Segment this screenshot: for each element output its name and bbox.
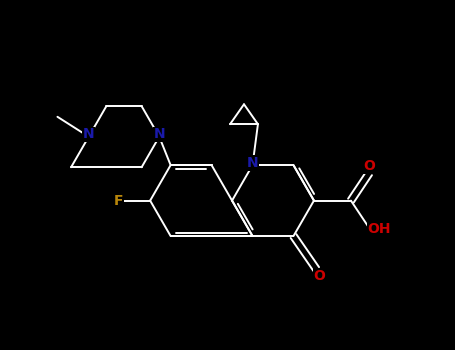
Text: F: F [114, 194, 123, 208]
Text: N: N [153, 127, 165, 141]
Text: N: N [83, 127, 95, 141]
Text: O: O [364, 160, 376, 174]
Text: OH: OH [368, 222, 391, 236]
Text: N: N [247, 156, 258, 170]
Text: O: O [313, 269, 326, 283]
